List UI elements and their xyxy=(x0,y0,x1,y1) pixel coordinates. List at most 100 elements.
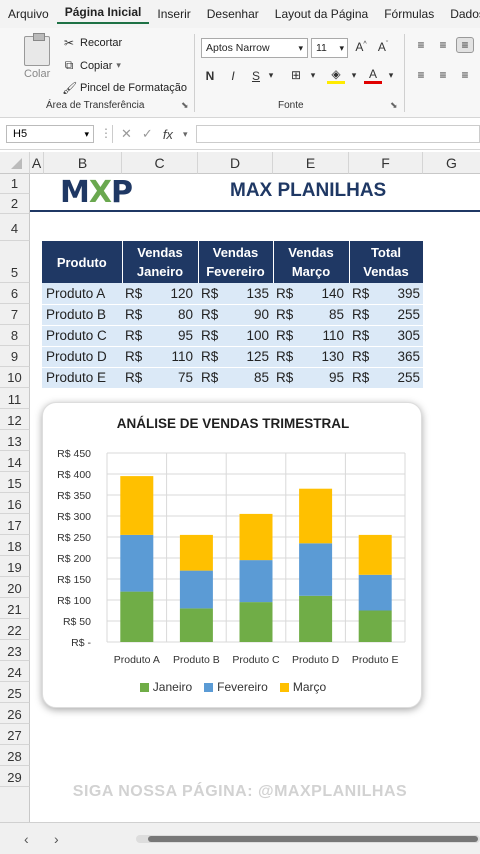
row-header[interactable]: 17 xyxy=(0,514,30,535)
product-cell[interactable]: Produto A xyxy=(42,283,122,305)
value-cell[interactable]: R$ 140 xyxy=(273,283,349,305)
value-cell[interactable]: R$ 85 xyxy=(198,367,273,389)
row-header[interactable]: 26 xyxy=(0,703,30,724)
format-painter-button[interactable]: 🖌 Pincel de Formatação xyxy=(62,81,187,95)
chevron-down-icon[interactable]: ▾ xyxy=(388,70,394,80)
tab-layout-da-pagina[interactable]: Layout da Página xyxy=(274,7,369,21)
row-header[interactable]: 21 xyxy=(0,598,30,619)
align-right-icon[interactable]: ≡ xyxy=(461,68,469,82)
value-cell[interactable]: R$ 305 xyxy=(349,325,423,347)
italic-button[interactable]: I xyxy=(231,69,235,83)
table-header-cell[interactable]: Produto xyxy=(42,241,123,283)
select-all-corner[interactable] xyxy=(0,152,30,174)
dialog-launcher-icon[interactable]: ⬊ xyxy=(390,100,398,110)
prev-sheet-icon[interactable]: ‹ xyxy=(24,831,29,847)
stacked-bar-chart[interactable]: ANÁLISE DE VENDAS TRIMESTRAL R$ - R$ 50 R$… xyxy=(42,402,422,708)
value-cell[interactable]: R$ 255 xyxy=(349,367,423,389)
copy-button[interactable]: ⧉ Copiar ▾ xyxy=(62,58,121,73)
product-cell[interactable]: Produto D xyxy=(42,346,122,368)
font-color-icon[interactable]: A xyxy=(364,67,382,84)
column-header-d[interactable]: D xyxy=(198,152,273,174)
next-sheet-icon[interactable]: › xyxy=(54,831,59,847)
row-header[interactable]: 6 xyxy=(0,283,30,304)
dialog-launcher-icon[interactable]: ⬊ xyxy=(181,100,189,110)
chevron-down-icon[interactable]: ▾ xyxy=(351,70,357,80)
value-cell[interactable]: R$ 135 xyxy=(198,283,273,305)
value-cell[interactable]: R$ 395 xyxy=(349,283,423,305)
align-center-icon[interactable]: ≡ xyxy=(439,68,447,82)
increase-font-icon[interactable]: A^ xyxy=(355,40,367,54)
value-cell[interactable]: R$ 365 xyxy=(349,346,423,368)
value-cell[interactable]: R$ 255 xyxy=(349,304,423,326)
row-header[interactable]: 25 xyxy=(0,682,30,703)
value-cell[interactable]: R$ 75 xyxy=(122,367,198,389)
column-header-b[interactable]: B xyxy=(44,152,122,174)
tab-dados[interactable]: Dados xyxy=(450,7,480,21)
chevron-down-icon[interactable]: ▾ xyxy=(182,128,188,139)
table-header-cell[interactable]: Vendas Janeiro xyxy=(122,241,199,283)
scrollbar-thumb[interactable] xyxy=(148,836,478,842)
row-header[interactable]: 23 xyxy=(0,640,30,661)
decrease-font-icon[interactable]: Aˇ xyxy=(377,40,389,54)
column-header-a[interactable]: A xyxy=(30,152,44,174)
column-header-e[interactable]: E xyxy=(273,152,349,174)
row-header[interactable]: 12 xyxy=(0,409,30,430)
paste-icon[interactable] xyxy=(24,33,50,66)
tab-formulas[interactable]: Fórmulas xyxy=(384,7,435,21)
value-cell[interactable]: R$ 110 xyxy=(273,325,349,347)
row-header[interactable]: 28 xyxy=(0,745,30,766)
column-header-c[interactable]: C xyxy=(122,152,198,174)
value-cell[interactable]: R$ 85 xyxy=(273,304,349,326)
value-cell[interactable]: R$ 100 xyxy=(198,325,273,347)
row-header[interactable]: 2 xyxy=(0,194,30,214)
value-cell[interactable]: R$ 95 xyxy=(122,325,198,347)
table-header-cell[interactable]: Total Vendas xyxy=(349,241,424,283)
row-header[interactable]: 4 xyxy=(0,214,30,241)
align-middle-icon[interactable]: ≡ xyxy=(439,38,447,52)
insert-function-icon[interactable]: fx xyxy=(162,126,173,142)
tab-desenhar[interactable]: Desenhar xyxy=(206,7,259,21)
cut-button[interactable]: ✂ Recortar xyxy=(62,36,122,50)
column-header-g[interactable]: G xyxy=(423,152,480,174)
row-header[interactable]: 1 xyxy=(0,174,30,194)
row-header[interactable]: 19 xyxy=(0,556,30,577)
row-header[interactable]: 18 xyxy=(0,535,30,556)
formula-input[interactable] xyxy=(196,125,480,143)
row-header[interactable]: 14 xyxy=(0,451,30,472)
tab-arquivo[interactable]: Arquivo xyxy=(8,7,49,21)
name-box[interactable]: H5 ▾ xyxy=(6,125,94,143)
row-header[interactable]: 24 xyxy=(0,661,30,682)
confirm-icon[interactable]: ✓ xyxy=(141,126,153,141)
font-size-select[interactable]: 11 ▾ xyxy=(311,38,348,58)
row-header[interactable]: 22 xyxy=(0,619,30,640)
underline-button[interactable]: S xyxy=(251,69,260,83)
table-header-cell[interactable]: Vendas Fevereiro xyxy=(198,241,274,283)
row-header[interactable]: 7 xyxy=(0,304,30,325)
product-cell[interactable]: Produto C xyxy=(42,325,122,347)
value-cell[interactable]: R$ 125 xyxy=(198,346,273,368)
tab-pagina-inicial[interactable]: Página Inicial xyxy=(56,5,150,24)
value-cell[interactable]: R$ 110 xyxy=(122,346,198,368)
paste-button-label[interactable]: Colar xyxy=(24,68,51,80)
horizontal-scrollbar[interactable] xyxy=(136,835,480,843)
more-options-icon[interactable]: ⋮ xyxy=(100,126,112,140)
product-cell[interactable]: Produto E xyxy=(42,367,122,389)
align-top-icon[interactable]: ≡ xyxy=(417,38,425,52)
value-cell[interactable]: R$ 130 xyxy=(273,346,349,368)
font-name-select[interactable]: Aptos Narrow ▾ xyxy=(201,38,308,58)
tab-inserir[interactable]: Inserir xyxy=(157,7,191,21)
bold-button[interactable]: N xyxy=(205,69,215,83)
value-cell[interactable]: R$ 120 xyxy=(122,283,198,305)
row-header[interactable]: 27 xyxy=(0,724,30,745)
row-header[interactable]: 5 xyxy=(0,241,30,283)
row-header[interactable]: 29 xyxy=(0,766,30,787)
value-cell[interactable]: R$ 80 xyxy=(122,304,198,326)
borders-icon[interactable]: ⊞ xyxy=(290,68,302,82)
chevron-down-icon[interactable]: ▾ xyxy=(268,70,274,80)
fill-color-icon[interactable]: ◈ xyxy=(327,67,345,84)
row-header[interactable]: 11 xyxy=(0,388,30,409)
align-left-icon[interactable]: ≡ xyxy=(417,68,425,82)
chevron-down-icon[interactable]: ▾ xyxy=(310,70,316,80)
row-header[interactable]: 8 xyxy=(0,325,30,346)
column-header-f[interactable]: F xyxy=(349,152,423,174)
